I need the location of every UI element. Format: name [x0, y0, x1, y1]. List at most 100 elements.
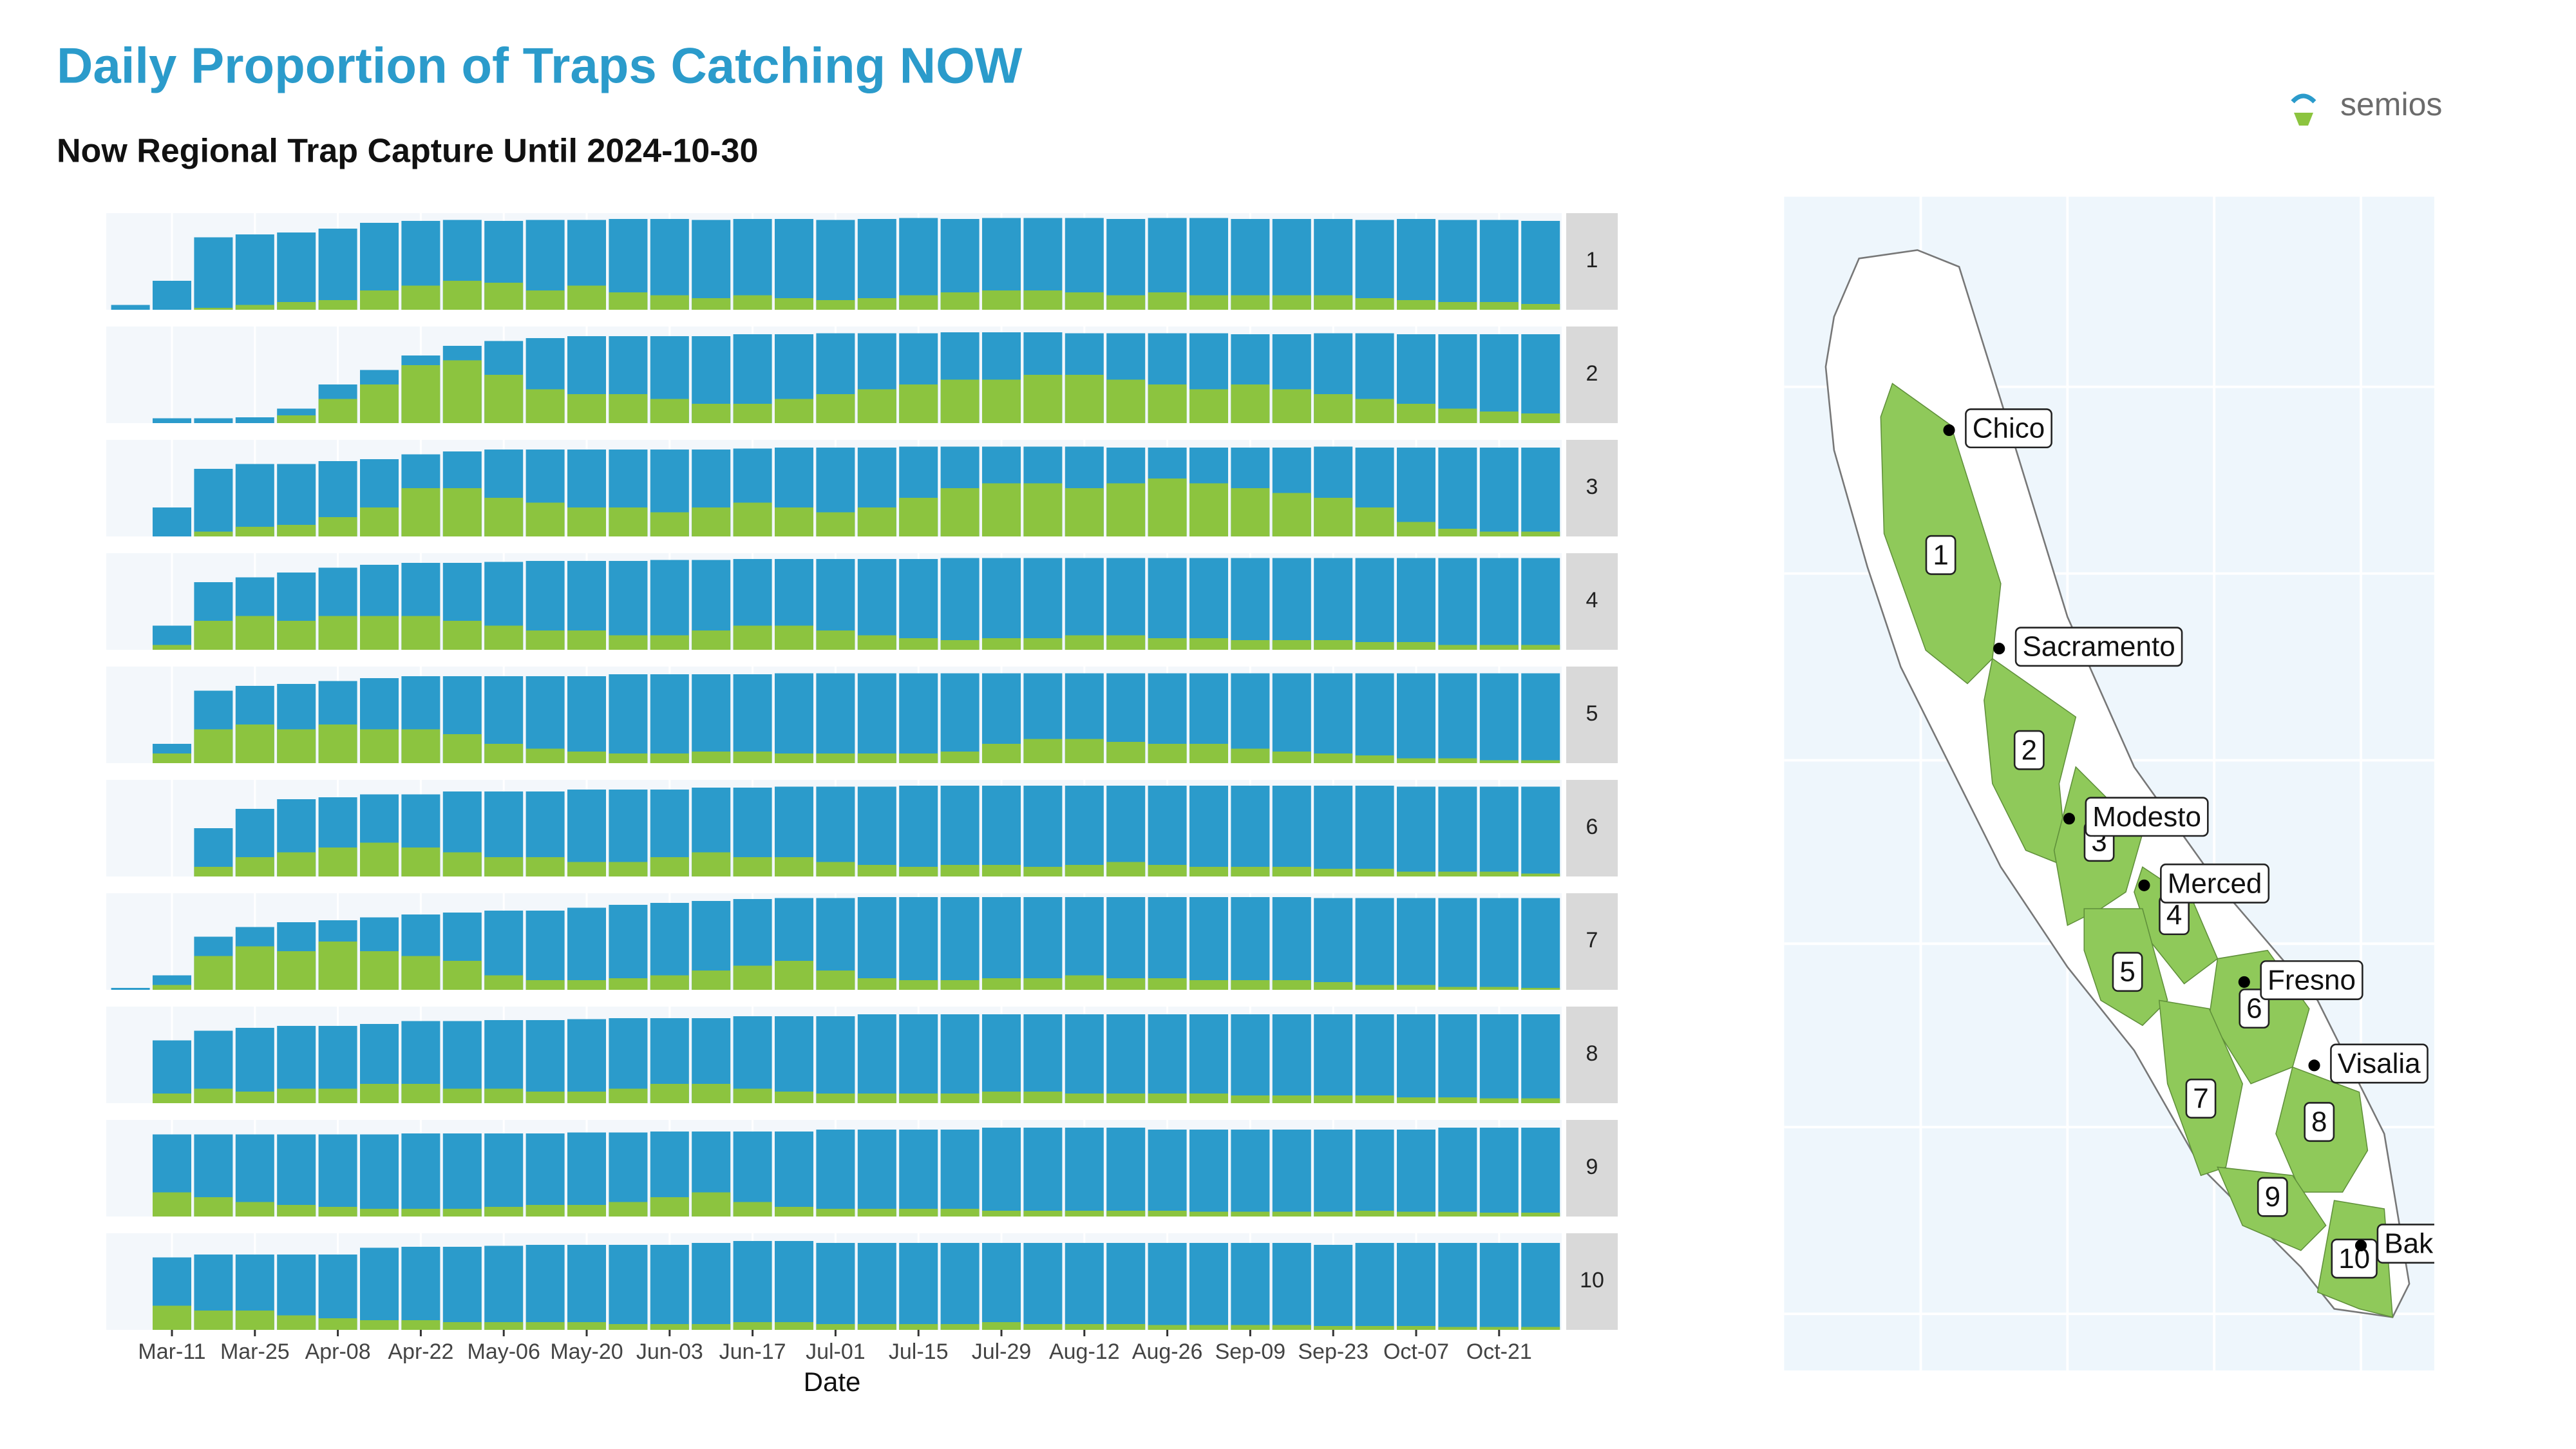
bar [1314, 394, 1353, 423]
bar [235, 946, 274, 990]
bar [692, 1192, 731, 1217]
bar [153, 645, 191, 650]
bar [1397, 1130, 1435, 1217]
bar [1106, 635, 1146, 650]
bar [1521, 413, 1560, 423]
bar [1479, 1327, 1519, 1330]
bar [1438, 1128, 1477, 1217]
bar [609, 292, 648, 310]
bar [692, 852, 731, 876]
bar [1438, 302, 1477, 310]
bar [484, 857, 524, 876]
bar [484, 1322, 524, 1330]
bar [775, 399, 813, 423]
bar [442, 852, 482, 876]
bar [1231, 867, 1270, 876]
logo-text: semios [2340, 86, 2442, 122]
region-label-box [2185, 1078, 2217, 1119]
bar [899, 1094, 938, 1103]
bar [235, 724, 274, 763]
bar [318, 1088, 357, 1103]
bar [1148, 1243, 1187, 1330]
bar [1023, 897, 1063, 990]
bar [733, 674, 772, 763]
x-tick-label: Mar-11 [138, 1340, 205, 1364]
bar [1314, 786, 1353, 876]
bar [277, 464, 316, 536]
bar [1065, 1324, 1104, 1330]
bar [1148, 1130, 1187, 1217]
bar [1231, 980, 1270, 990]
bar [1521, 1014, 1560, 1103]
bar [1106, 742, 1146, 763]
region-label: 6 [2246, 993, 2262, 1025]
bar [1189, 483, 1228, 536]
bar [816, 220, 855, 310]
bar [1355, 298, 1394, 310]
bar [318, 724, 357, 763]
strip [1566, 213, 1618, 310]
bar [1397, 1243, 1435, 1330]
city-label: Bak [2384, 1228, 2434, 1260]
city-dot [2063, 813, 2076, 825]
bar [1106, 978, 1146, 990]
bar [816, 630, 855, 650]
bar [194, 867, 233, 876]
x-tick-label: Apr-22 [388, 1340, 453, 1364]
bar [692, 507, 731, 536]
bar [1148, 478, 1187, 536]
city-dot [2354, 1239, 2367, 1252]
bar [692, 752, 731, 763]
bar [1438, 529, 1477, 536]
bar [1272, 673, 1311, 763]
region-label: 5 [2119, 956, 2135, 988]
bar [153, 507, 191, 536]
bar [775, 1016, 813, 1103]
bar [650, 1245, 689, 1330]
bar [982, 897, 1021, 990]
bar [277, 951, 316, 990]
bar [1479, 987, 1519, 990]
bar [1106, 1211, 1146, 1217]
bar [401, 1247, 440, 1330]
bar [318, 399, 357, 423]
bar [1438, 645, 1477, 650]
bar [153, 418, 191, 423]
bar [1272, 1325, 1311, 1330]
bar [1272, 1095, 1311, 1103]
bar [816, 1243, 855, 1330]
bar [567, 630, 606, 650]
bar [442, 281, 482, 310]
bar [1355, 399, 1394, 423]
bar [982, 1092, 1021, 1103]
bar [1065, 786, 1104, 876]
bar [1479, 448, 1519, 536]
region-label-box [1925, 535, 1956, 575]
bar [360, 507, 399, 536]
bar [1272, 295, 1311, 310]
bar [442, 1088, 482, 1103]
bar [650, 1197, 689, 1217]
strip [1566, 327, 1618, 423]
bar [650, 857, 689, 876]
bar [235, 527, 274, 536]
city-label: Visalia [2338, 1048, 2421, 1079]
bar [235, 857, 274, 876]
bar [1521, 334, 1560, 423]
bar [1023, 1243, 1063, 1330]
bar [1065, 739, 1104, 763]
bar [442, 360, 482, 423]
bar [567, 1322, 606, 1330]
bar [484, 498, 524, 536]
bar [442, 621, 482, 650]
bar [1065, 1128, 1104, 1217]
bar [1231, 488, 1270, 536]
bar [318, 942, 357, 990]
bar [1106, 379, 1146, 423]
bar [775, 1241, 813, 1330]
bar [1314, 498, 1353, 536]
bar [484, 1088, 524, 1103]
bar [1231, 219, 1270, 310]
bar [1397, 1097, 1435, 1103]
bar [609, 905, 648, 990]
